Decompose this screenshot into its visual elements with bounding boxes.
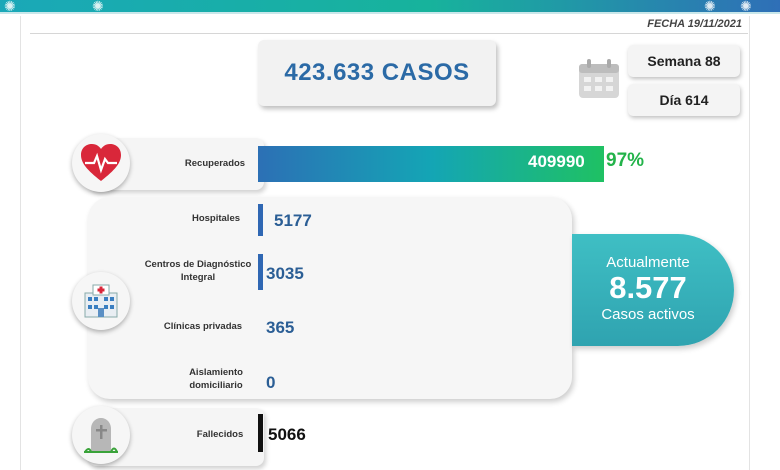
header-divider — [30, 33, 748, 34]
hospitals-value: 5177 — [274, 211, 312, 230]
banner-divider — [0, 12, 780, 14]
deaths-icon-circle — [72, 406, 130, 464]
total-cases-value: 423.633 CASOS — [284, 59, 470, 86]
heart-pulse-icon — [81, 144, 121, 181]
content-frame — [20, 16, 750, 470]
recovered-label: Recuperados — [184, 158, 246, 169]
hospitals-label: Hospitales — [191, 213, 241, 224]
deaths-label: Fallecidos — [196, 429, 244, 440]
recovered-bar — [258, 146, 604, 182]
active-cases-count: 8.577 — [609, 270, 687, 305]
virus-icon: ✺ — [92, 0, 104, 14]
cdi-label: Centros de Diagnóstico Integral — [144, 259, 252, 283]
deaths-bar — [258, 414, 263, 452]
home-isolation-label: Aislamiento domiciliario — [189, 367, 243, 391]
week-badge: Semana 88 — [628, 45, 740, 77]
report-date: FECHA 19/11/2021 — [647, 18, 742, 30]
active-cases-badge: Actualmente 8.577 Casos activos — [572, 234, 734, 346]
private-clinics-value: 365 — [266, 318, 295, 337]
active-cases-caption: Actualmente — [606, 254, 690, 271]
tombstone-icon — [84, 418, 118, 453]
virus-icon: ✺ — [704, 0, 716, 14]
total-cases-box: 423.633 CASOS — [258, 40, 496, 106]
deaths-value: 5066 — [268, 425, 306, 444]
recovered-icon-circle — [72, 134, 130, 192]
cdi-bar — [258, 254, 263, 290]
active-cases-subcaption: Casos activos — [601, 306, 695, 323]
cdi-value: 3035 — [266, 264, 304, 283]
calendar-icon — [579, 59, 619, 98]
hospital-icon-circle — [72, 272, 130, 330]
virus-icon: ✺ — [4, 0, 16, 14]
recovered-value: 409990 — [528, 152, 585, 171]
recovered-percent: 97% — [606, 150, 645, 171]
hospital-icon — [84, 284, 118, 318]
hospitals-bar — [258, 204, 263, 236]
home-isolation-value: 0 — [266, 373, 276, 392]
day-badge: Día 614 — [628, 84, 740, 116]
hospitalization-card — [88, 197, 572, 399]
virus-icon: ✺ — [740, 0, 752, 14]
private-clinics-label: Clínicas privadas — [163, 321, 243, 332]
top-banner: ✺ ✺ ✺ ✺ — [0, 0, 780, 14]
